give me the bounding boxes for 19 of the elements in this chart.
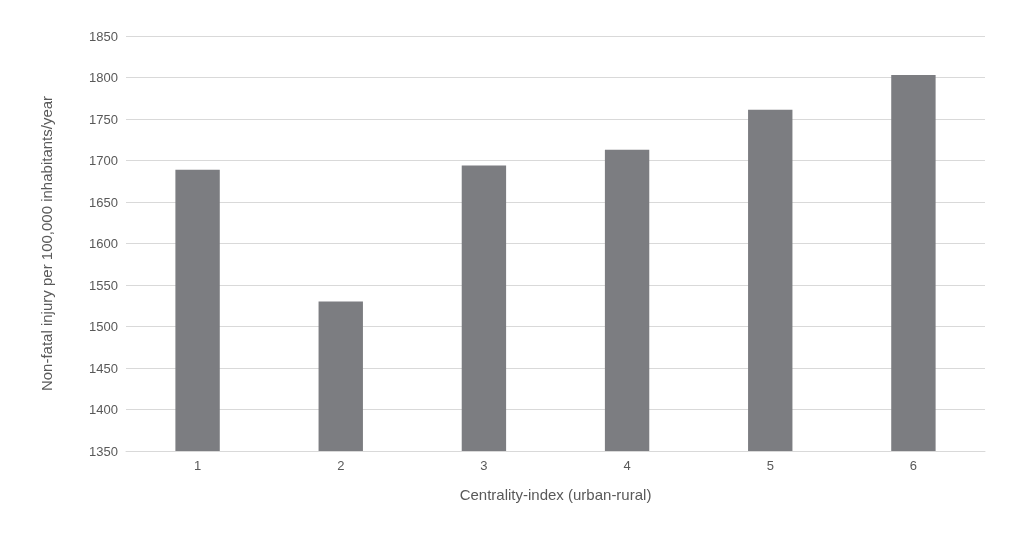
x-tick-label: 1 [193, 458, 202, 473]
y-tick-label: 1550 [89, 277, 118, 293]
x-tick-label: 6 [909, 458, 918, 473]
y-tick-label: 1800 [89, 70, 118, 85]
y-tick-label: 1650 [89, 194, 118, 210]
x-tick-label: 4 [623, 458, 631, 473]
x-tick-label: 5 [766, 458, 774, 473]
y-tick-label: 1500 [89, 319, 118, 334]
y-tick-label: 1850 [89, 28, 118, 44]
x-axis-title: Centrality-index (urban-rural) [459, 486, 652, 503]
x-tick-label: 3 [480, 458, 488, 473]
y-tick-label: 1700 [89, 153, 118, 168]
y-tick-label: 1750 [89, 111, 118, 127]
y-tick-label: 1600 [89, 236, 118, 251]
y-tick-label: 1450 [89, 360, 118, 376]
x-tick-label: 2 [337, 458, 345, 473]
y-axis-title: Non-fatal injury per 100,000 inhabitants/year [38, 95, 55, 392]
y-tick-label: 1350 [89, 443, 118, 459]
y-tick-label: 1400 [89, 402, 118, 417]
